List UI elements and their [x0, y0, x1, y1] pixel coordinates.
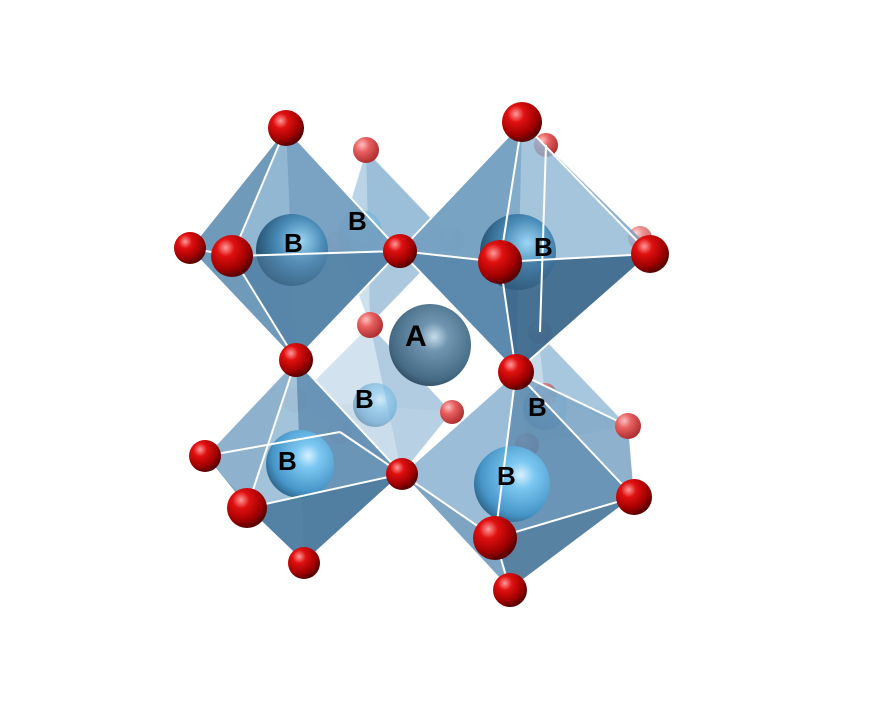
oxygen-atom	[268, 110, 304, 146]
oxygen-atom	[440, 400, 464, 424]
b-site-atom	[256, 214, 328, 286]
octahedron-top-left	[189, 127, 401, 361]
oxygen-atom	[383, 234, 417, 268]
oxygen-atom	[616, 479, 652, 515]
oxygen-atom	[353, 137, 379, 163]
label-a-center: A	[405, 320, 427, 353]
oxygen-atom	[631, 235, 669, 273]
oxygen-atom	[279, 343, 313, 377]
oxygen-atom	[502, 102, 542, 142]
oxygen-atom	[227, 488, 267, 528]
label-b-mid-back: B	[355, 384, 374, 414]
a-site-atom	[389, 304, 471, 386]
front-oxygen-atoms	[174, 102, 669, 607]
oxygen-atom	[498, 354, 534, 390]
label-b-bottom-right: B	[497, 461, 516, 491]
oxygen-atom	[473, 516, 517, 560]
oxygen-atom	[357, 312, 383, 338]
site-labels: B B B A B B B B	[278, 206, 553, 491]
oxygen-atom	[386, 458, 418, 490]
label-b-top-back: B	[348, 206, 367, 236]
b-site-atom	[266, 430, 334, 498]
label-b-top-left: B	[284, 228, 303, 258]
label-b-bottom-left: B	[278, 446, 297, 476]
oxygen-atom	[493, 573, 527, 607]
oxygen-atom	[615, 413, 641, 439]
oxygen-atom	[288, 547, 320, 579]
label-b-top-right: B	[534, 232, 553, 262]
oxygen-atom	[478, 240, 522, 284]
oxygen-atom	[174, 232, 206, 264]
oxygen-atom	[211, 235, 253, 277]
b-site-atom	[353, 383, 397, 427]
octahedron-bottom-right	[401, 371, 635, 591]
b-site-atom	[474, 446, 550, 522]
label-b-mid-right: B	[528, 392, 547, 422]
oxygen-atom	[189, 440, 221, 472]
